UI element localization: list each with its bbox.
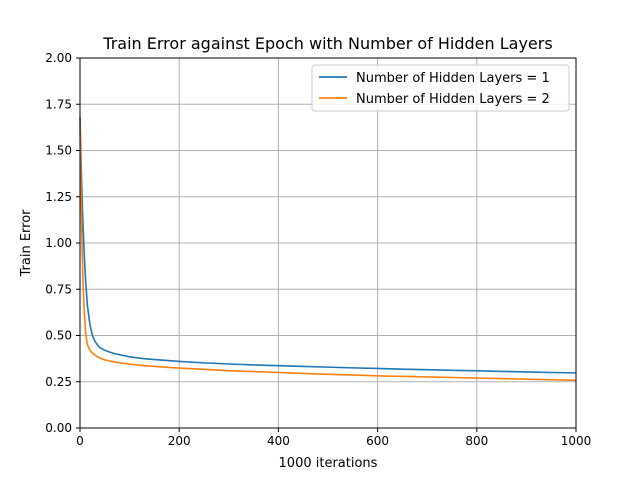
y-tick-label: 0.00 [45, 421, 72, 435]
chart-title: Train Error against Epoch with Number of… [102, 34, 552, 53]
y-tick-label: 0.75 [45, 282, 72, 296]
x-tick-label: 0 [76, 434, 84, 448]
series-line-1 [79, 117, 577, 374]
y-tick-label: 2.00 [45, 51, 72, 65]
x-tick-label: 1000 [561, 434, 592, 448]
axis-ticks: 0 200 400 600 800 1000 0.00 0.25 0.50 0.75 1.00 1.2… [45, 51, 591, 448]
legend: Number of Hidden Layers = 1 Number of Hid… [311, 64, 570, 112]
x-tick-label: 200 [168, 434, 191, 448]
y-tick-label: 1.50 [45, 144, 72, 158]
y-tick-label: 0.25 [45, 375, 72, 389]
y-tick-label: 1.75 [45, 97, 72, 111]
series-line-2 [79, 122, 577, 382]
series-layer [79, 117, 577, 382]
y-axis-label: Train Error [19, 209, 34, 278]
legend-label-2: Number of Hidden Layers = 2 [356, 92, 550, 107]
y-tick-label: 1.00 [45, 236, 72, 250]
legend-label-1: Number of Hidden Layers = 1 [356, 71, 550, 86]
y-tick-label: 0.50 [45, 329, 72, 343]
y-tick-label: 1.25 [45, 190, 72, 204]
x-axis-label: 1000 iterations [279, 456, 378, 471]
legend-box [311, 64, 570, 112]
x-tick-label: 400 [267, 434, 290, 448]
x-tick-label: 600 [366, 434, 389, 448]
x-tick-label: 800 [465, 434, 488, 448]
